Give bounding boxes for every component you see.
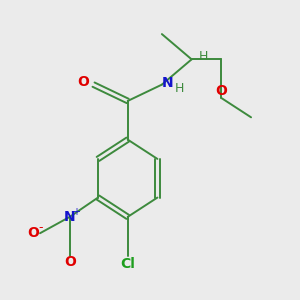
- Text: H: H: [199, 50, 208, 63]
- Text: H: H: [175, 82, 184, 95]
- Text: O: O: [64, 255, 76, 269]
- Text: Cl: Cl: [120, 257, 135, 272]
- Text: N: N: [162, 76, 174, 90]
- Text: O: O: [215, 84, 227, 98]
- Text: +: +: [72, 206, 80, 217]
- Text: N: N: [64, 210, 76, 224]
- Text: O: O: [77, 75, 89, 88]
- Text: -: -: [38, 221, 43, 234]
- Text: O: O: [28, 226, 39, 240]
